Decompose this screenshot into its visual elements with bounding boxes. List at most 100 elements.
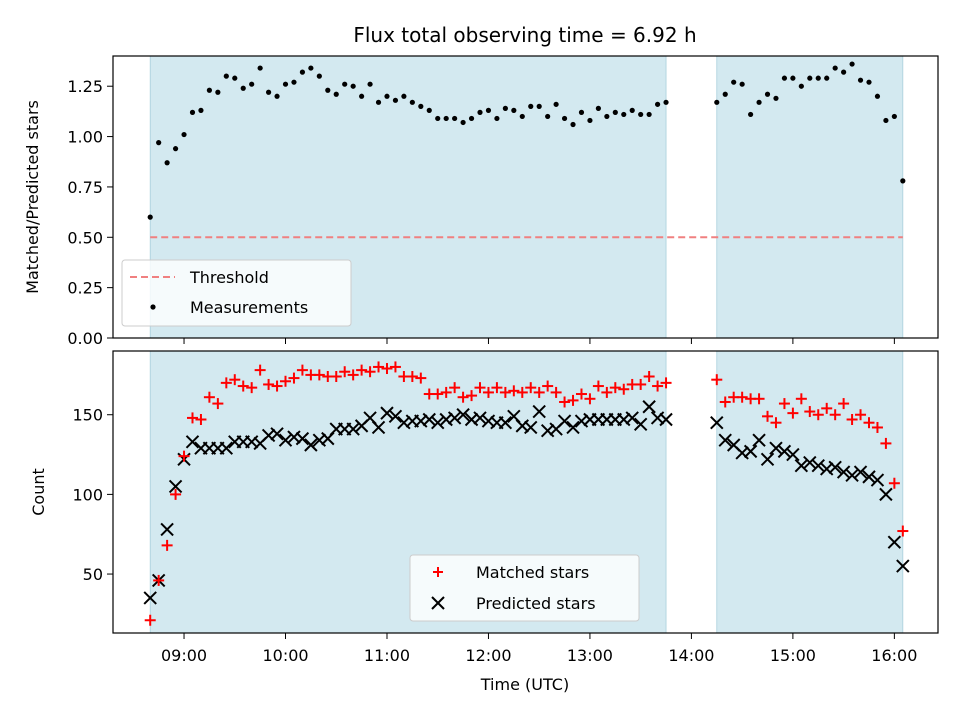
predicted-star-point [557, 414, 572, 428]
measurement-point [638, 111, 644, 118]
matched-star-point [871, 421, 883, 433]
matched-star-point [846, 414, 858, 426]
predicted-star-point [380, 406, 394, 420]
matched-star-point [288, 372, 300, 384]
top-x-ticks [183, 338, 895, 344]
top-legend-box [121, 259, 352, 327]
measurement-point [392, 97, 399, 103]
measurement-point [164, 160, 170, 166]
y-tick-label: 1.00 [67, 128, 103, 147]
matched-star-point [601, 386, 613, 398]
observing-window [716, 350, 904, 634]
matched-star-point [499, 386, 511, 398]
predicted-star-point [473, 411, 487, 425]
predicted-star-point [185, 435, 200, 449]
y-tick-label: 0.50 [67, 228, 103, 247]
matched-star-point [153, 574, 165, 586]
predicted-star-point [168, 479, 183, 494]
matched-star-point [516, 386, 528, 398]
bottom-legend: Matched stars Predicted stars [409, 554, 640, 622]
predicted-star-point [887, 535, 902, 549]
predicted-star-point [794, 459, 809, 473]
matched-star-point [736, 391, 748, 403]
matched-star-point [491, 382, 503, 394]
predicted-star-point [659, 412, 673, 427]
predicted-star-point [862, 470, 876, 484]
y-tick-label: 0.25 [67, 279, 103, 298]
x-tick-label: 13:00 [567, 646, 613, 665]
y-tick-label: 50 [83, 565, 103, 584]
top-legend: Threshold Measurements [121, 259, 352, 327]
measurement-point [621, 111, 627, 118]
top-panel: 0.00 0.25 0.50 0.75 1.00 1.25 Matched/Predict… [23, 55, 939, 348]
predicted-star-point [828, 460, 842, 475]
matched-star-point [542, 380, 554, 392]
measurement-point [714, 99, 720, 105]
matched-star-point [203, 391, 215, 403]
measurement-point [748, 111, 754, 118]
predicted-star-point [270, 427, 284, 441]
measurement-point [215, 89, 221, 95]
bottom-legend-box [409, 554, 640, 622]
predicted-star-point [371, 420, 386, 435]
top-y-ticks: 0.00 0.25 0.50 0.75 1.00 1.25 [67, 77, 113, 348]
legend-measurements-swatch [150, 304, 156, 310]
legend-matched-label: Matched stars [476, 563, 589, 582]
measurement-point [232, 75, 238, 81]
bottom-y-axis-label: Count [29, 468, 48, 516]
predicted-star-point [896, 559, 910, 573]
measurement-point [452, 115, 458, 122]
predicted-star-point [388, 409, 403, 424]
measurement-point [781, 75, 788, 81]
predicted-star-point [633, 417, 648, 431]
measurement-point [249, 81, 255, 87]
matched-star-point [821, 402, 833, 414]
measurement-point [477, 109, 483, 115]
predicted-star-point [422, 412, 436, 427]
predicted-star-point [777, 444, 792, 459]
measurement-point [536, 103, 542, 109]
chart-title: Flux total observing time = 6.92 h [353, 23, 696, 47]
matched-star-point [652, 380, 664, 392]
bottom-y-ticks: 50 100 150 [72, 406, 113, 584]
measurement-point [485, 107, 492, 113]
matched-star-point [609, 382, 621, 394]
measurement-point [545, 113, 551, 120]
matched-star-point [229, 374, 241, 386]
predicted-star-point [346, 422, 360, 436]
matched-star-point [753, 393, 765, 405]
measurement-point [824, 75, 830, 81]
matched-star-point [440, 386, 452, 398]
predicted-star-point [498, 415, 513, 430]
measurement-point [773, 95, 779, 101]
x-tick-label: 11:00 [364, 646, 410, 665]
matched-star-point [584, 393, 596, 405]
measurement-point [367, 81, 373, 87]
x-tick-label: 12:00 [465, 646, 511, 665]
measurement-point [257, 65, 263, 71]
measurement-point [316, 73, 322, 79]
count-points [143, 361, 910, 626]
predicted-star-point [803, 455, 817, 470]
measurement-point [443, 115, 449, 122]
matched-star-point [508, 385, 520, 397]
measurement-point [350, 83, 356, 89]
predicted-star-point [845, 468, 859, 482]
measurement-point [722, 91, 728, 97]
predicted-star-point [853, 465, 868, 479]
y-tick-label: 150 [72, 406, 103, 425]
matched-star-point [559, 396, 571, 408]
matched-star-point [220, 377, 232, 389]
measurement-point [460, 119, 466, 126]
matched-star-point [330, 370, 342, 382]
measurement-point [401, 93, 407, 99]
legend-predicted-swatch [431, 596, 445, 610]
predicted-star-point [811, 459, 825, 473]
measurement-point [342, 81, 348, 87]
matched-star-point [525, 382, 537, 394]
x-tick-label: 10:00 [262, 646, 308, 665]
measurement-point [325, 87, 331, 93]
measurement-point [587, 117, 593, 124]
matched-star-point [296, 364, 308, 376]
matched-star-point [195, 414, 207, 426]
